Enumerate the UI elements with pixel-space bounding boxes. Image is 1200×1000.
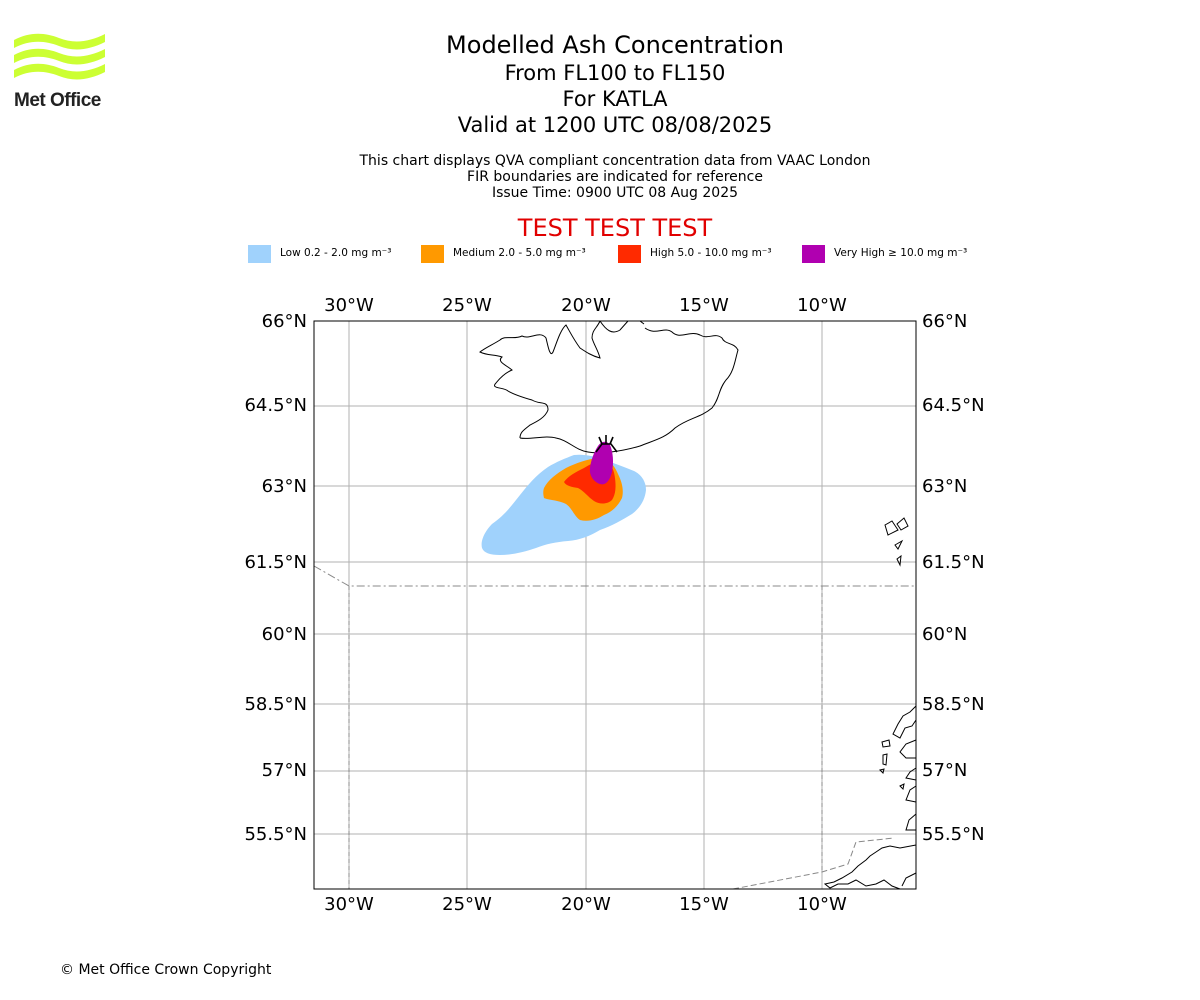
lon-label: 30°W (324, 295, 374, 316)
ash-map: 30°W 25°W 20°W 15°W 10°W 30°W 25°W 20°W … (244, 295, 985, 915)
valid-time-title: Valid at 1200 UTC 08/08/2025 (457, 113, 773, 137)
lon-label: 10°W (797, 894, 847, 915)
lat-label: 55.5°N (244, 824, 307, 845)
lon-label: 30°W (324, 894, 374, 915)
legend-swatch-medium (421, 245, 444, 263)
legend-label-very-high: Very High ≥ 10.0 mg m⁻³ (834, 247, 968, 259)
lat-label: 66°N (262, 311, 307, 332)
lon-label: 15°W (679, 894, 729, 915)
iceland-coastline (479, 320, 739, 454)
logo-text: Met Office (14, 90, 101, 111)
legend-label-high: High 5.0 - 10.0 mg m⁻³ (650, 247, 772, 259)
lat-label: 58.5°N (244, 694, 307, 715)
lat-label: 66°N (922, 311, 967, 332)
lat-label: 55.5°N (922, 824, 985, 845)
lat-label: 64.5°N (244, 395, 307, 416)
met-office-waves-icon (14, 33, 105, 80)
lat-label: 57°N (922, 760, 967, 781)
met-office-logo: Met Office (14, 30, 109, 112)
lat-label: 63°N (922, 476, 967, 497)
lon-label: 20°W (561, 295, 611, 316)
lon-labels-top: 30°W 25°W 20°W 15°W 10°W (324, 295, 847, 316)
legend-label-medium: Medium 2.0 - 5.0 mg m⁻³ (453, 247, 586, 259)
lat-label: 60°N (262, 624, 307, 645)
legend-swatch-low (248, 245, 271, 263)
lon-label: 25°W (442, 894, 492, 915)
ash-plume (481, 441, 646, 555)
legend-label-low: Low 0.2 - 2.0 mg m⁻³ (280, 247, 392, 259)
scotland-coastline (823, 705, 917, 890)
lat-label: 57°N (262, 760, 307, 781)
lon-label: 15°W (679, 295, 729, 316)
volcano-icon (595, 435, 618, 453)
chart-header: Modelled Ash Concentration From FL100 to… (315, 30, 915, 201)
lat-labels-left: 66°N 64.5°N 63°N 61.5°N 60°N 58.5°N 57°N… (244, 311, 307, 845)
lat-label: 61.5°N (922, 552, 985, 573)
lon-label: 20°W (561, 894, 611, 915)
qva-note: This chart displays QVA compliant concen… (359, 153, 871, 169)
lat-label: 58.5°N (922, 694, 985, 715)
faroe-islands (884, 517, 909, 567)
graticule (314, 321, 916, 889)
fir-note: FIR boundaries are indicated for referen… (467, 169, 763, 185)
lon-label: 25°W (442, 295, 492, 316)
lon-labels-bottom: 30°W 25°W 20°W 15°W 10°W (324, 894, 847, 915)
map-frame (313, 320, 917, 890)
lat-label: 60°N (922, 624, 967, 645)
lon-label: 10°W (797, 295, 847, 316)
page-title: Modelled Ash Concentration (446, 31, 784, 59)
lat-label: 61.5°N (244, 552, 307, 573)
fir-boundaries (313, 565, 916, 890)
legend-swatch-high (618, 245, 641, 263)
lat-label: 63°N (262, 476, 307, 497)
legend: Low 0.2 - 2.0 mg m⁻³ Medium 2.0 - 5.0 mg… (0, 244, 1200, 264)
issue-time: Issue Time: 0900 UTC 08 Aug 2025 (491, 185, 739, 201)
copyright: © Met Office Crown Copyright (60, 962, 272, 978)
flight-level-title: From FL100 to FL150 (504, 61, 726, 85)
lat-labels-right: 66°N 64.5°N 63°N 61.5°N 60°N 58.5°N 57°N… (922, 311, 985, 845)
legend-swatch-very-high (802, 245, 825, 263)
lat-label: 64.5°N (922, 395, 985, 416)
test-banner: TEST TEST TEST (517, 214, 713, 242)
volcano-title: For KATLA (562, 87, 668, 111)
ash-very-high-area (589, 441, 614, 485)
